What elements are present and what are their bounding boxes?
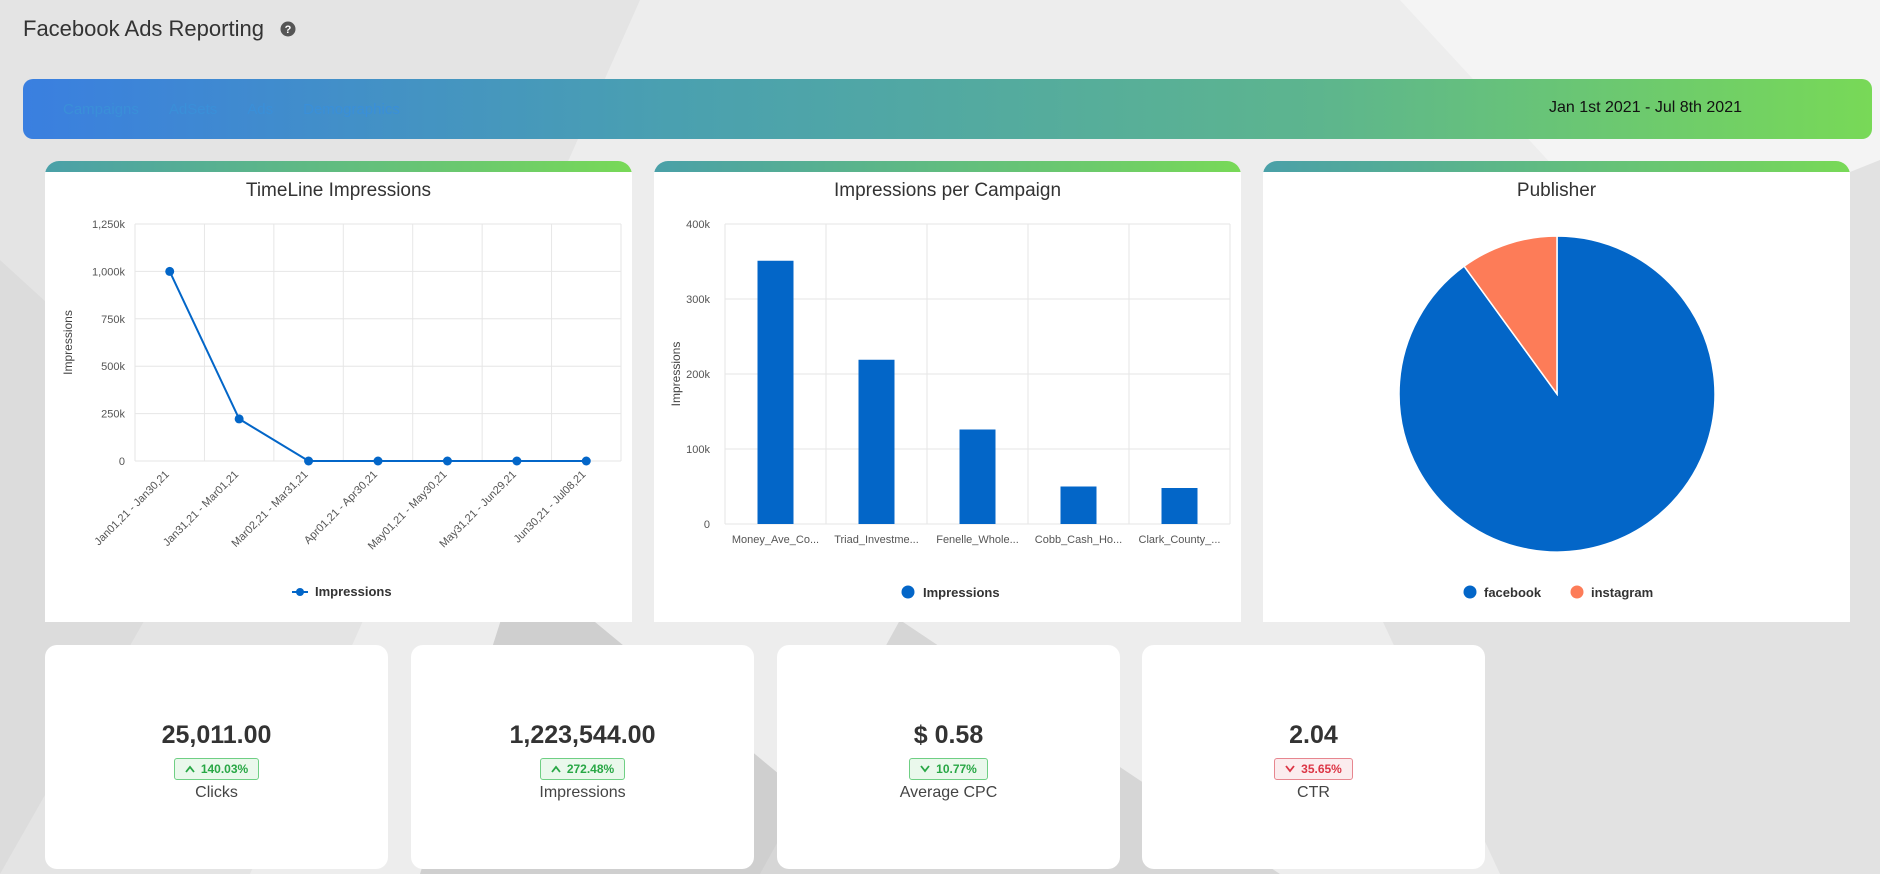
y-tick-label: 500k: [101, 361, 125, 373]
y-tick-label: 250k: [101, 409, 125, 421]
x-tick-label: May31,21 - Jun29,21: [437, 469, 519, 551]
svg-text:?: ?: [285, 24, 292, 36]
tab-campaigns[interactable]: Campaigns: [63, 100, 139, 118]
kpi-change-value: 272.48%: [566, 761, 615, 776]
y-tick-label: 300k: [686, 294, 710, 306]
kpi-change-badge: 10.77%: [909, 757, 988, 780]
legend-label: facebook: [1484, 585, 1542, 600]
data-point: [442, 456, 452, 466]
x-tick-label: Jan31,21 - Mar01,21: [161, 469, 241, 549]
kpi-value: 1,223,544.00: [509, 720, 656, 749]
legend-marker: [296, 588, 304, 596]
data-point: [373, 456, 383, 466]
kpi-label: CTR: [1297, 783, 1330, 801]
y-tick-label: 200k: [686, 369, 710, 381]
legend-label: Impressions: [923, 585, 1000, 600]
legend-label: Impressions: [315, 584, 392, 599]
x-tick-label: Cobb_Cash_Ho...: [1035, 534, 1122, 546]
timeline-impressions-card: 0 250k 500k 750k 1,000k 1,250k Impressions Jan0…: [45, 161, 632, 622]
legend-label: instagram: [1591, 585, 1653, 600]
data-point: [165, 266, 175, 276]
bar: [959, 429, 996, 524]
y-axis-label: Impressions: [669, 342, 683, 407]
publisher-chart: facebook instagram: [1398, 235, 1716, 600]
card-accent: [1263, 161, 1850, 172]
pie-slice-instagram: [1463, 235, 1558, 397]
legend-marker: [1570, 585, 1584, 599]
x-tick-label: Jan01,21 - Jan30,21: [92, 469, 171, 548]
tab-ads[interactable]: Ads: [247, 100, 274, 118]
impressions-per-campaign-card: 0 100k 200k 300k 400k Impressions Money_Ave_Co…: [654, 161, 1241, 622]
x-tick-label: Apr01,21 - Apr30,21: [302, 469, 380, 547]
impressions-per-campaign-chart: 0 100k 200k 300k 400k Impressions Money_Ave_Co…: [669, 219, 1231, 600]
y-tick-label: 0: [704, 519, 710, 531]
y-axis-label: Impressions: [61, 310, 75, 375]
chevron-down-icon: [1285, 764, 1295, 773]
chevron-up-icon: [551, 765, 561, 773]
x-tick-label: Clark_County_...: [1139, 534, 1221, 546]
page-header: Facebook Ads Reporting ?: [23, 16, 296, 42]
kpi-label: Impressions: [539, 783, 626, 801]
publisher-card: facebook instagram Publisher: [1263, 161, 1850, 622]
kpi-card-impressions: 1,223,544.00 272.48% Impressions: [411, 645, 754, 869]
y-tick-label: 1,000k: [92, 266, 126, 278]
card-accent: [654, 161, 1241, 172]
bar: [1060, 486, 1097, 524]
help-icon[interactable]: ?: [280, 21, 296, 37]
tab-demographics[interactable]: Demographics: [303, 100, 400, 118]
y-tick-label: 0: [119, 456, 125, 468]
kpi-change-badge: 140.03%: [173, 757, 260, 780]
card-accent: [45, 161, 632, 172]
tab-adsets[interactable]: AdSets: [168, 100, 218, 118]
page-title: Facebook Ads Reporting: [23, 16, 264, 41]
data-point: [304, 456, 314, 466]
kpi-change-badge: 35.65%: [1274, 757, 1353, 780]
kpi-card-ctr: 2.04 35.65% CTR: [1142, 645, 1485, 869]
kpi-change-badge: 272.48%: [539, 757, 626, 780]
y-tick-label: 1,250k: [92, 219, 126, 231]
kpi-label: Clicks: [195, 783, 238, 801]
x-tick-label: Fenelle_Whole...: [936, 534, 1019, 546]
x-tick-label: Mar02,21 - Mar31,21: [230, 469, 311, 550]
kpi-label: Average CPC: [899, 783, 998, 801]
chart-title: TimeLine Impressions: [245, 180, 432, 201]
data-point: [234, 414, 244, 424]
kpi-value: 25,011.00: [161, 720, 272, 749]
legend-marker: [1463, 585, 1477, 599]
kpi-value: $ 0.58: [913, 720, 984, 749]
chart-title: Publisher: [1516, 180, 1597, 201]
data-point: [581, 456, 591, 466]
kpi-value: 2.04: [1289, 720, 1338, 749]
top-navbar: Campaigns AdSets Ads Demographics Jan 1s…: [23, 79, 1872, 139]
timeline-impressions-chart: 0 250k 500k 750k 1,000k 1,250k Impressions Jan0…: [61, 219, 622, 599]
y-tick-label: 100k: [686, 444, 710, 456]
date-range-picker[interactable]: Jan 1st 2021 - Jul 8th 2021: [1548, 99, 1742, 116]
y-tick-label: 750k: [101, 314, 125, 326]
x-tick-label: May01,21 - May30,21: [366, 469, 450, 553]
chart-title: Impressions per Campaign: [833, 180, 1062, 201]
y-tick-label: 400k: [686, 219, 710, 231]
kpi-card-average-cpc: $ 0.58 10.77% Average CPC: [777, 645, 1120, 869]
chevron-up-icon: [185, 765, 195, 773]
kpi-change-value: 140.03%: [200, 761, 249, 776]
bar: [757, 260, 794, 524]
x-tick-label: Triad_Investme...: [834, 534, 919, 546]
bar: [858, 359, 895, 524]
nav-tabs: Campaigns AdSets Ads Demographics: [63, 101, 430, 118]
kpi-change-value: 10.77%: [936, 761, 977, 776]
kpi-card-clicks: 25,011.00 140.03% Clicks: [45, 645, 388, 869]
x-tick-label: Money_Ave_Co...: [732, 534, 819, 546]
legend-marker: [901, 585, 915, 599]
chevron-down-icon: [920, 764, 930, 773]
x-tick-label: Jun30,21 - Jul08,21: [512, 469, 589, 546]
bar: [1161, 488, 1198, 524]
kpi-change-value: 35.65%: [1301, 761, 1342, 776]
data-point: [512, 456, 522, 466]
